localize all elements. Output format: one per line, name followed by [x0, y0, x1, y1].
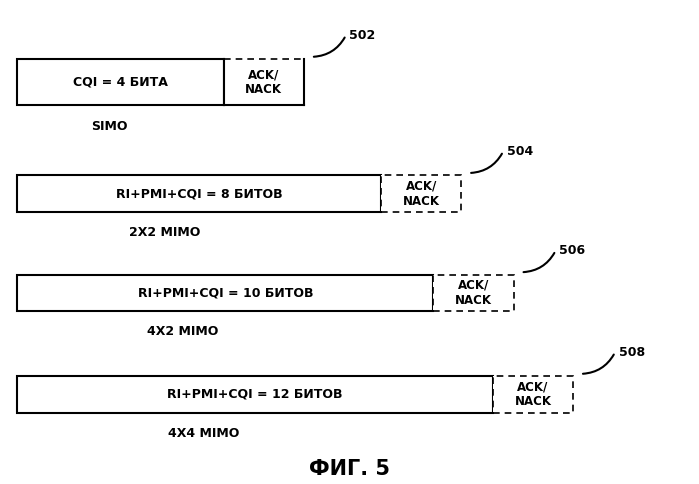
Text: ACK/
NACK: ACK/ NACK	[245, 68, 282, 96]
Bar	[17, 60, 224, 106]
Text: ФИГ. 5: ФИГ. 5	[309, 459, 390, 479]
Text: SIMO: SIMO	[92, 120, 128, 133]
Bar	[17, 377, 493, 412]
Bar	[17, 274, 433, 311]
Text: RI+PMI+CQI = 8 БИТОВ: RI+PMI+CQI = 8 БИТОВ	[116, 187, 282, 200]
Text: CQI = 4 БИТА: CQI = 4 БИТА	[73, 76, 168, 89]
Bar	[381, 176, 461, 212]
Text: 508: 508	[619, 346, 644, 359]
Text: ACK/
NACK: ACK/ NACK	[514, 380, 552, 408]
Text: 504: 504	[507, 145, 533, 158]
Text: RI+PMI+CQI = 12 БИТОВ: RI+PMI+CQI = 12 БИТОВ	[167, 388, 343, 401]
Text: ACK/
NACK: ACK/ NACK	[455, 279, 492, 307]
Text: 4X2 MIMO: 4X2 MIMO	[147, 325, 219, 338]
Bar	[433, 274, 514, 311]
Bar	[493, 377, 573, 412]
Text: 2X2 MIMO: 2X2 MIMO	[129, 227, 201, 239]
Bar	[224, 60, 304, 106]
Text: 502: 502	[350, 29, 376, 42]
Bar	[433, 274, 514, 311]
Bar	[493, 377, 573, 412]
Text: ACK/
NACK: ACK/ NACK	[403, 180, 440, 208]
Bar	[381, 176, 461, 212]
Text: 4X4 MIMO: 4X4 MIMO	[168, 427, 240, 440]
Text: 506: 506	[559, 244, 585, 257]
Bar	[17, 176, 381, 212]
Text: RI+PMI+CQI = 10 БИТОВ: RI+PMI+CQI = 10 БИТОВ	[138, 287, 313, 299]
